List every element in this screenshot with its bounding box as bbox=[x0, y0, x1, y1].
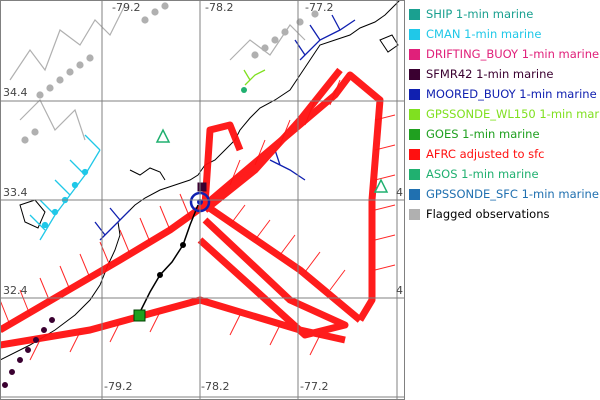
lon-tick-top-3: -77.2 bbox=[305, 1, 333, 14]
legend-swatch bbox=[409, 188, 420, 200]
legend-label: DRIFTING_BUOY 1-min marine bbox=[426, 47, 600, 61]
legend-label: ASOS 1-min marine bbox=[426, 167, 539, 181]
gpssonde-wl150-point bbox=[241, 87, 247, 93]
legend-item: Flagged observations bbox=[409, 204, 550, 224]
flagged-observations bbox=[9, 2, 319, 144]
legend-swatch bbox=[409, 8, 420, 20]
lon-tick-bottom-2: -78.2 bbox=[201, 380, 229, 393]
legend-swatch bbox=[409, 48, 420, 60]
afrc-barb-ticks bbox=[0, 79, 396, 361]
legend-label: SFMR42 1-min marine bbox=[426, 67, 554, 81]
sfmr42-track bbox=[2, 182, 207, 388]
legend-item: DRIFTING_BUOY 1-min marine bbox=[409, 44, 599, 64]
legend-label: CMAN 1-min marine bbox=[426, 27, 542, 41]
lat-tick-right-1: 4 bbox=[396, 186, 403, 199]
lon-tick-bottom-3: -77.2 bbox=[300, 380, 328, 393]
legend-swatch bbox=[409, 88, 420, 100]
legend-label: GPSSONDE_WL150 1-min marine bbox=[426, 107, 600, 121]
lat-tick-left-1: 34.4 bbox=[3, 86, 28, 99]
coast-island bbox=[19, 199, 46, 229]
lat-tick-right-2: 4 bbox=[396, 284, 403, 297]
lat-lon-grid bbox=[0, 0, 405, 400]
lat-tick-left-2: 33.4 bbox=[3, 186, 28, 199]
legend-item: GPSSONDE_SFC 1-min marine bbox=[409, 184, 599, 204]
gpssonde-wl150-barbs bbox=[243, 69, 266, 86]
asos-markers bbox=[155, 128, 389, 193]
legend-item: MOORED_BUOY 1-min marine bbox=[409, 84, 597, 104]
legend-label: GPSSONDE_SFC 1-min marine bbox=[426, 187, 599, 201]
legend-label: MOORED_BUOY 1-min marine bbox=[426, 87, 597, 101]
legend-swatch bbox=[409, 128, 420, 140]
lon-tick-bottom-1: -79.2 bbox=[104, 380, 132, 393]
legend-item: SFMR42 1-min marine bbox=[409, 64, 553, 84]
coast-sound bbox=[379, 34, 399, 53]
legend-item: SHIP 1-min marine bbox=[409, 4, 533, 24]
legend-swatch bbox=[409, 168, 420, 180]
cman-barbs bbox=[29, 134, 101, 241]
legend-label: AFRC adjusted to sfc bbox=[426, 147, 545, 161]
legend-swatch bbox=[409, 68, 420, 80]
legend-swatch bbox=[409, 108, 420, 120]
coast-inlet bbox=[129, 167, 166, 181]
legend: SHIP 1-min marine CMAN 1-min marine DRIFTI… bbox=[405, 0, 600, 400]
legend-swatch bbox=[409, 28, 420, 40]
legend-item: GPSSONDE_WL150 1-min marine bbox=[409, 104, 600, 124]
legend-swatch bbox=[409, 148, 420, 160]
sonde-track bbox=[139, 204, 199, 313]
lon-tick-top-1: -79.2 bbox=[112, 1, 140, 14]
legend-item: GOES 1-min marine bbox=[409, 124, 540, 144]
lat-tick-left-3: 32.4 bbox=[3, 284, 28, 297]
wind-observation-map: -79.2 -78.2 -77.2 -79.2 -78.2 -77.2 34.4… bbox=[0, 0, 405, 400]
moored-buoy-barbs bbox=[94, 14, 356, 241]
legend-label: Flagged observations bbox=[426, 207, 550, 221]
legend-item: CMAN 1-min marine bbox=[409, 24, 541, 44]
legend-swatch bbox=[409, 208, 420, 220]
legend-label: SHIP 1-min marine bbox=[426, 7, 534, 21]
legend-item: AFRC adjusted to sfc bbox=[409, 144, 545, 164]
goes-marker bbox=[133, 309, 146, 322]
legend-label: GOES 1-min marine bbox=[426, 127, 540, 141]
lon-tick-top-2: -78.2 bbox=[205, 1, 233, 14]
legend-item: ASOS 1-min marine bbox=[409, 164, 539, 184]
